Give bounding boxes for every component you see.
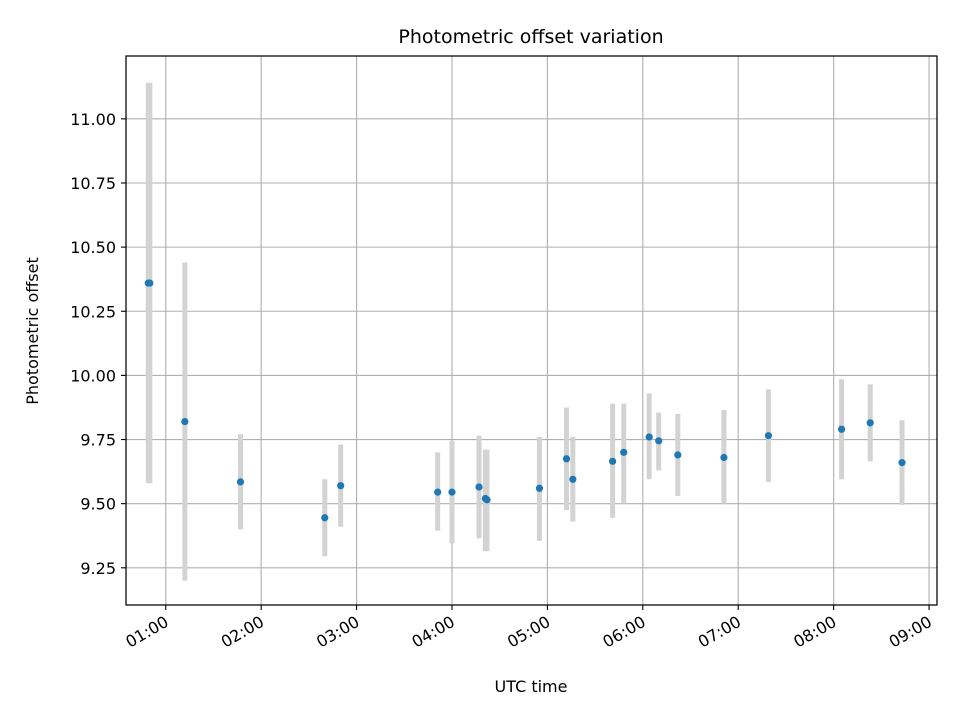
data-point [645,433,653,441]
data-point [535,484,544,492]
data-point [674,451,682,459]
chart-title: Photometric offset variation [398,26,663,48]
point-layer [144,279,906,522]
y-tick-label: 9.50 [80,495,116,514]
data-point [337,482,345,490]
data-point [898,459,906,467]
data-point [655,437,663,445]
y-tick-label: 10.00 [70,366,116,385]
data-point [475,483,483,491]
data-point [448,488,456,496]
data-point [720,453,728,462]
grid-layer [126,56,937,605]
y-tick-label: 11.00 [70,110,116,129]
data-point [837,425,846,433]
data-point [146,279,154,287]
data-point [569,475,577,483]
y-tick-label: 9.25 [80,559,116,578]
y-tick-label: 9.75 [80,431,116,450]
data-point [434,488,442,496]
data-point [181,417,189,426]
data-point [620,448,628,456]
x-axis-label: UTC time [495,677,568,696]
data-point [866,419,874,427]
y-tick-label: 10.75 [70,174,116,193]
y-tick-label: 10.50 [70,238,116,257]
plot-area-frame [125,55,938,606]
data-point [562,455,571,463]
data-point [483,496,491,504]
y-axis-label: Photometric offset [23,257,42,405]
data-point [236,478,245,486]
data-point [321,514,329,522]
data-point [609,457,617,465]
data-point [764,432,773,440]
y-tick-label: 10.25 [70,302,116,321]
